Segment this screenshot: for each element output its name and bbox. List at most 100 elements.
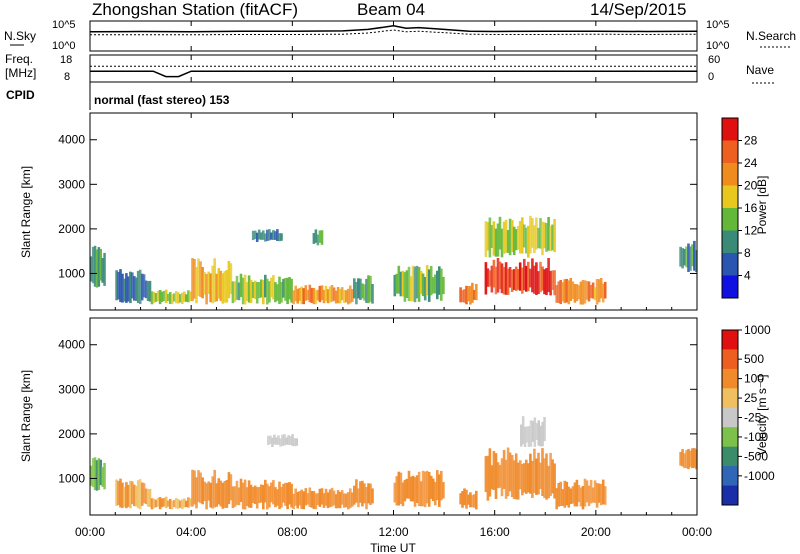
heat-cell bbox=[529, 420, 533, 447]
heat-cell bbox=[587, 281, 591, 302]
heat-cell bbox=[492, 451, 496, 490]
heat-cell bbox=[567, 280, 571, 305]
heat-cell bbox=[135, 485, 138, 507]
heat-cell bbox=[533, 417, 537, 447]
heat-cell bbox=[293, 438, 296, 447]
heat-cell bbox=[409, 476, 413, 502]
colorbar-segment bbox=[722, 368, 738, 389]
heat-cell bbox=[506, 230, 510, 253]
heat-cell bbox=[103, 252, 106, 286]
heat-cell bbox=[164, 289, 168, 303]
heat-cell bbox=[119, 269, 122, 303]
heat-cell bbox=[183, 498, 186, 508]
heat-cell bbox=[168, 292, 172, 304]
heat-cell bbox=[127, 276, 130, 302]
heat-cell bbox=[253, 485, 257, 504]
heat-cell bbox=[138, 479, 142, 510]
heat-cell bbox=[219, 270, 223, 301]
heat-cell bbox=[459, 493, 462, 505]
heat-cell bbox=[488, 448, 492, 497]
heat-cell bbox=[353, 485, 356, 505]
heat-cell bbox=[278, 481, 281, 509]
heat-cell bbox=[221, 482, 225, 509]
heat-cell bbox=[537, 420, 540, 446]
heat-cell bbox=[484, 221, 488, 258]
heat-cell bbox=[243, 274, 247, 305]
heat-cell bbox=[527, 426, 531, 447]
heat-cell bbox=[518, 460, 522, 490]
nsky-tick-bottom: 10^0 bbox=[52, 40, 76, 52]
heat-cell bbox=[247, 275, 251, 303]
heat-cell bbox=[285, 437, 288, 445]
heat-cell bbox=[142, 274, 146, 298]
heat-cell bbox=[603, 281, 607, 299]
range-tick-label: 4000 bbox=[58, 133, 85, 147]
heat-cell bbox=[271, 437, 274, 447]
heat-cell bbox=[340, 490, 344, 505]
heat-cell bbox=[353, 278, 356, 299]
heat-cell bbox=[557, 483, 560, 507]
colorbar-tick-label: 500 bbox=[744, 352, 764, 366]
heat-cell bbox=[213, 258, 216, 303]
heat-cell bbox=[510, 455, 514, 498]
heat-cell bbox=[531, 420, 535, 442]
heat-cell bbox=[268, 281, 271, 303]
heat-cell bbox=[160, 498, 164, 508]
heat-cell bbox=[347, 492, 350, 510]
range-tick-label: 2000 bbox=[58, 427, 85, 441]
power-data bbox=[90, 215, 698, 305]
colorbar-segment bbox=[722, 275, 738, 299]
heat-cell bbox=[103, 462, 106, 490]
heat-cell bbox=[585, 281, 589, 300]
velocity-panel: 1000 2000 3000 4000 Slant Range [km] 1000 50… bbox=[19, 317, 775, 516]
heat-cell bbox=[158, 497, 162, 510]
heat-cell bbox=[241, 277, 245, 305]
heat-cell bbox=[689, 450, 692, 467]
heat-cell bbox=[207, 481, 210, 501]
heat-cell bbox=[365, 487, 368, 510]
heat-cell bbox=[253, 230, 257, 239]
heat-cell bbox=[597, 279, 601, 303]
heat-cell bbox=[136, 480, 140, 509]
heat-cell bbox=[518, 221, 522, 254]
heat-cell bbox=[525, 426, 529, 443]
heat-cell bbox=[529, 268, 532, 288]
heat-cell bbox=[133, 276, 136, 301]
heat-cell bbox=[215, 483, 218, 507]
range-tick-label: 3000 bbox=[58, 177, 85, 191]
heat-cell bbox=[154, 499, 158, 508]
heat-cell bbox=[508, 218, 512, 256]
heat-cell bbox=[436, 470, 439, 501]
heat-cell bbox=[405, 270, 409, 298]
heat-cell bbox=[421, 470, 425, 507]
heat-cell bbox=[296, 288, 299, 304]
heat-cell bbox=[500, 263, 504, 294]
heat-cell bbox=[531, 258, 534, 293]
heat-cell bbox=[262, 280, 265, 305]
heat-cell bbox=[223, 271, 227, 303]
heat-cell bbox=[494, 266, 498, 295]
heat-cell bbox=[266, 483, 269, 510]
heat-cell bbox=[140, 273, 144, 301]
heat-cell bbox=[201, 477, 204, 505]
heat-cell bbox=[152, 291, 156, 303]
heat-cell bbox=[225, 480, 229, 508]
heat-cell bbox=[413, 266, 417, 303]
heat-cell bbox=[473, 494, 476, 508]
time-axis: 00:00 04:00 08:00 12:00 16:00 20:00 00:00 bbox=[75, 21, 712, 539]
heat-cell bbox=[486, 222, 490, 251]
heat-cell bbox=[369, 275, 372, 302]
heat-cell bbox=[469, 492, 472, 508]
heat-cell bbox=[551, 459, 554, 494]
heat-cell bbox=[533, 265, 536, 294]
heat-cell bbox=[336, 287, 340, 304]
heat-cell bbox=[533, 225, 536, 253]
heat-cell bbox=[403, 272, 407, 302]
heat-cell bbox=[320, 285, 324, 301]
heat-cell bbox=[681, 449, 684, 467]
heat-cell bbox=[399, 271, 403, 297]
heat-cell bbox=[314, 493, 318, 510]
heat-cell bbox=[251, 487, 255, 503]
heat-cell bbox=[270, 482, 273, 503]
heat-cell bbox=[508, 452, 512, 492]
